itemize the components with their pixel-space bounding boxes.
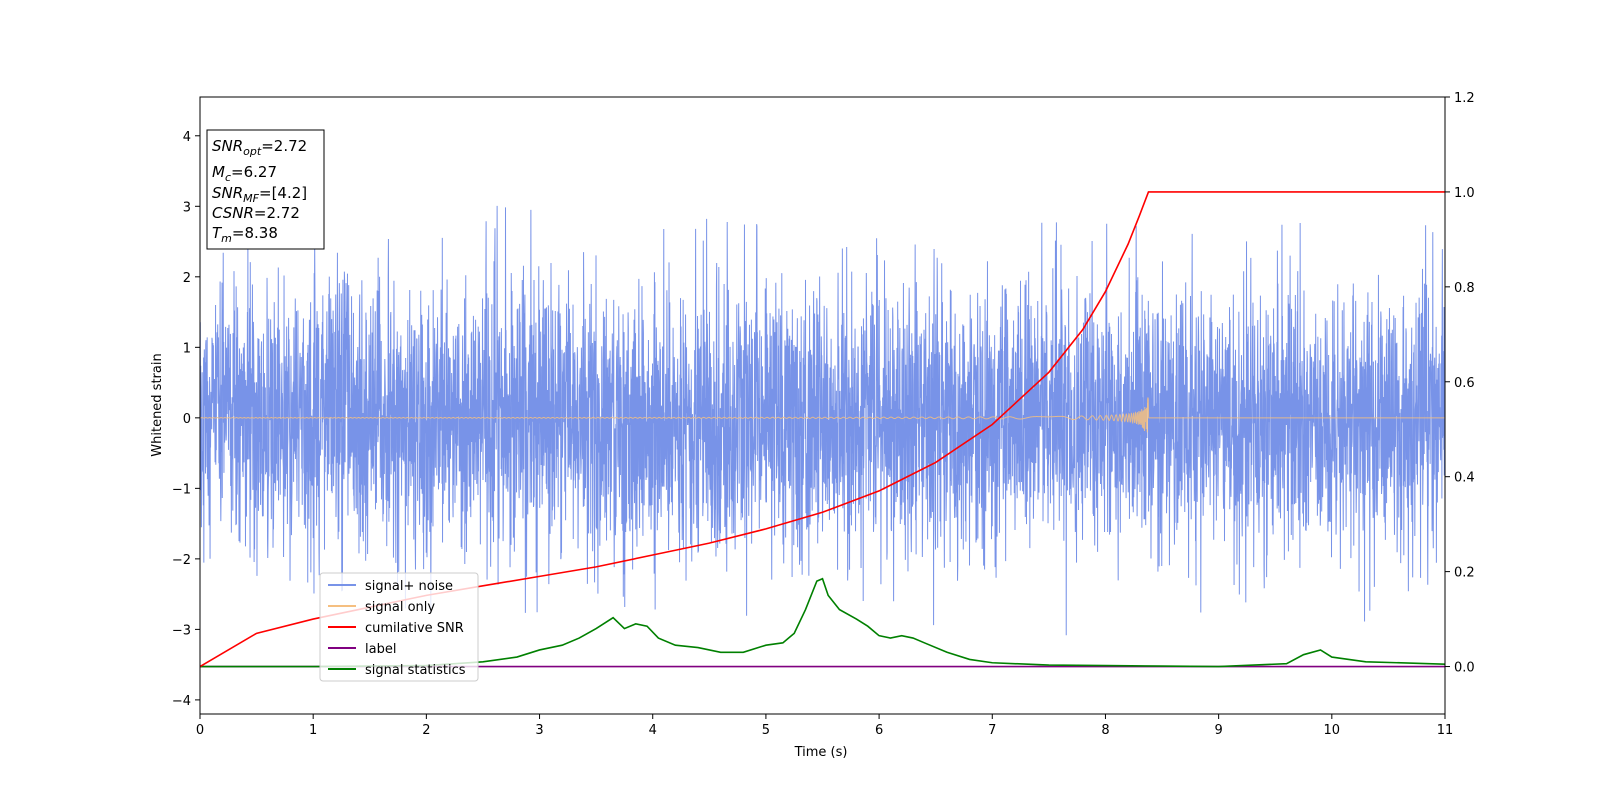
legend: signal+ noise signal only cumilative SNR… [319, 572, 479, 682]
y-left-tick-label: −3 [172, 623, 191, 638]
y-right-tick-label: 0.8 [1454, 281, 1475, 296]
x-axis: 0 1 2 3 4 5 6 7 8 9 10 11 [196, 714, 1453, 738]
x-tick-label: 9 [1214, 723, 1222, 738]
info-snr-mf: SNRMF=[4.2] [212, 184, 307, 205]
info-box-frame [206, 129, 325, 250]
y-left-tick-label: 4 [183, 130, 191, 145]
signal-only-line [200, 397, 1445, 433]
info-tm: Tm=8.38 [212, 224, 278, 245]
y-left-tick-label: 1 [183, 341, 191, 356]
info-mc: Mc=6.27 [212, 163, 277, 184]
y-right-tick-label: 0.2 [1454, 566, 1475, 581]
y-axis-right: 1.2 1.0 0.8 0.6 0.4 0.2 0.0 [1445, 91, 1475, 676]
legend-label-signal-only: signal only [365, 600, 435, 615]
y-left-tick-label: 3 [183, 200, 191, 215]
y-right-tick-label: 1.0 [1454, 186, 1475, 201]
x-tick-label: 8 [1101, 723, 1109, 738]
y-right-tick-label: 0.6 [1454, 376, 1475, 391]
y-right-tick-label: 0.4 [1454, 471, 1475, 486]
x-axis-label: Time (s) [794, 745, 848, 760]
legend-label-signal-statistics: signal statistics [365, 663, 466, 678]
x-tick-label: 1 [309, 723, 317, 738]
legend-label-cumulative-snr: cumilative SNR [365, 621, 464, 636]
x-tick-label: 11 [1437, 723, 1454, 738]
y-left-tick-label: −1 [172, 482, 191, 497]
info-box: SNRopt=2.72 Mc=6.27 SNRMF=[4.2] CSNR=2.7… [206, 129, 325, 250]
legend-label-label: label [365, 642, 396, 657]
signal-statistics-line [200, 577, 1445, 668]
y-left-tick-label: −4 [172, 694, 191, 709]
signal-noise-series [200, 205, 1445, 636]
x-tick-label: 5 [762, 723, 770, 738]
signal-noise-line [200, 205, 1445, 636]
x-tick-label: 2 [422, 723, 430, 738]
x-tick-label: 0 [196, 723, 204, 738]
y-left-tick-label: −2 [172, 553, 191, 568]
plot-frame [199, 96, 1446, 715]
x-tick-label: 10 [1324, 723, 1341, 738]
x-tick-label: 7 [988, 723, 996, 738]
legend-label-signal-noise: signal+ noise [365, 579, 453, 594]
y-axis-left: 4 3 2 1 0 −1 −2 −3 −4 [172, 130, 200, 709]
signal-only-series [200, 397, 1445, 433]
y-right-tick-label: 0.0 [1454, 661, 1475, 676]
y-right-tick-label: 1.2 [1454, 91, 1475, 106]
info-csnr: CSNR=2.72 [212, 204, 300, 222]
x-tick-label: 4 [649, 723, 657, 738]
y-left-tick-label: 2 [183, 271, 191, 286]
legend-frame [319, 572, 479, 682]
info-snr-opt: SNRopt=2.72 [212, 137, 307, 158]
y-axis-label: Whitened strain [150, 353, 165, 456]
x-tick-label: 6 [875, 723, 883, 738]
x-tick-label: 3 [535, 723, 543, 738]
y-left-tick-label: 0 [183, 412, 191, 427]
